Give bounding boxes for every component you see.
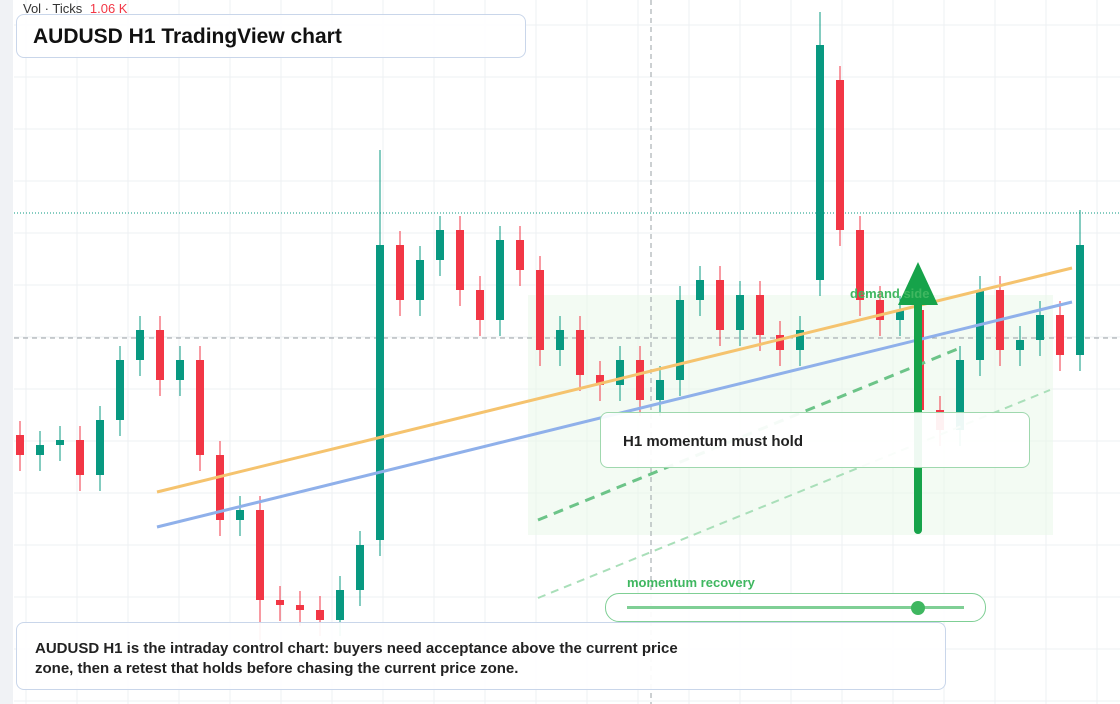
slider[interactable]: [605, 593, 986, 622]
candle-body: [236, 510, 244, 520]
candle-body: [756, 295, 764, 335]
candle-body: [896, 310, 904, 320]
candle-body: [476, 290, 484, 320]
title-card: AUDUSD H1 TradingView chart: [16, 14, 526, 58]
candle-body: [616, 360, 624, 385]
candle-body: [316, 610, 324, 620]
candle-body: [516, 240, 524, 270]
note-card: AUDUSD H1 is the intraday control chart:…: [16, 622, 946, 690]
slider-track: [627, 606, 964, 609]
candle-body: [736, 295, 744, 330]
volume-legend: Vol · Ticks 1.06 K: [23, 1, 127, 16]
candle-body: [876, 300, 884, 320]
candle-body: [436, 230, 444, 260]
momentum-card: H1 momentum must hold: [600, 412, 1030, 468]
candle-body: [1076, 245, 1084, 355]
volume-value: 1.06 K: [89, 1, 128, 16]
volume-label: Vol · Ticks: [23, 1, 83, 16]
candle-body: [56, 440, 64, 445]
candle-body: [196, 360, 204, 455]
candle-body: [656, 380, 664, 400]
candle-body: [556, 330, 564, 350]
candle-body: [456, 230, 464, 290]
candle-body: [216, 455, 224, 520]
candle-body: [956, 360, 964, 430]
candle-body: [296, 605, 304, 610]
candle-body: [396, 245, 404, 300]
candle-body: [356, 545, 364, 590]
candle-body: [1056, 315, 1064, 355]
candle-body: [136, 330, 144, 360]
candle-body: [596, 375, 604, 385]
note-text: AUDUSD H1 is the intraday control chart:…: [35, 640, 678, 677]
candle-body: [576, 330, 584, 375]
zone-label: demand side: [850, 286, 929, 301]
slider-knob[interactable]: [911, 601, 925, 615]
candle-body: [116, 360, 124, 420]
candle-body: [1016, 340, 1024, 350]
candle-body: [816, 45, 824, 280]
arrow-head: [898, 262, 938, 305]
candle-body: [336, 590, 344, 620]
candle-body: [696, 280, 704, 300]
candle-body: [416, 260, 424, 300]
candle-body: [1036, 315, 1044, 340]
left-edge: [0, 0, 13, 704]
candle-body: [376, 245, 384, 540]
candle-body: [176, 360, 184, 380]
candle-body: [796, 330, 804, 350]
candle-body: [96, 420, 104, 475]
candle-body: [836, 80, 844, 230]
candle-body: [16, 435, 24, 455]
candle-body: [536, 270, 544, 350]
candle-body: [496, 240, 504, 320]
candle-body: [276, 600, 284, 605]
candle-body: [776, 335, 784, 350]
candle-body: [36, 445, 44, 455]
candle-body: [676, 300, 684, 380]
candle-body: [76, 440, 84, 475]
candle-body: [256, 510, 264, 600]
candle-body: [636, 360, 644, 400]
candle-body: [856, 230, 864, 300]
candle-body: [156, 330, 164, 380]
candle-body: [716, 280, 724, 330]
slider-label: momentum recovery: [627, 575, 755, 590]
